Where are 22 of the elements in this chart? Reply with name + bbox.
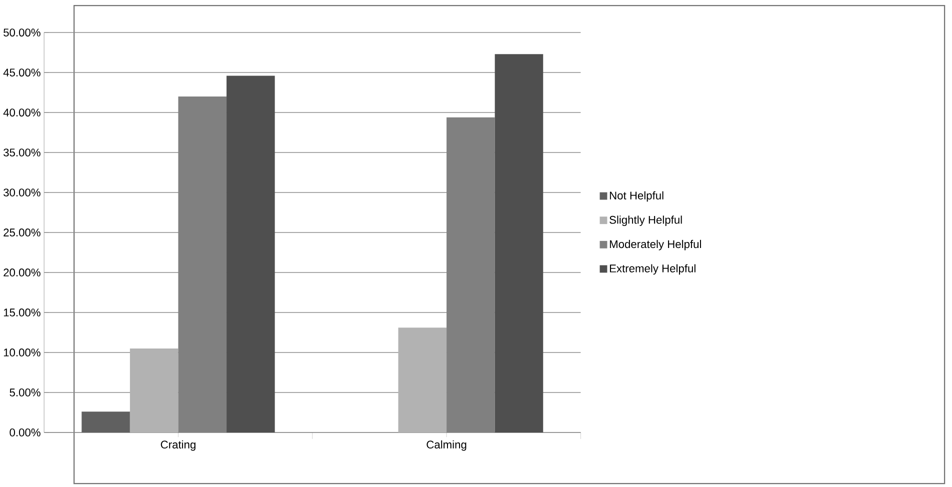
bar (494, 54, 544, 432)
y-tick-label: 25.00% (4, 228, 40, 236)
x-tick-label: Crating (160, 440, 196, 451)
legend-label: Slightly Helpful (610, 215, 682, 226)
y-tick-label: 50.00% (4, 28, 40, 36)
y-tick-label: 15.00% (4, 308, 40, 316)
bar (130, 348, 178, 432)
y-tick-label: 30.00% (4, 188, 40, 196)
y-tick-label: 20.00% (4, 268, 40, 276)
y-tick-label: 10.00% (4, 348, 40, 356)
y-tick-label: 35.00% (4, 148, 40, 156)
bar (398, 328, 447, 432)
x-tick-label: Calming (426, 440, 466, 451)
bar (226, 76, 275, 432)
legend-label: Extremely Helpful (610, 264, 696, 274)
bar (82, 411, 130, 432)
y-tick-label: 0.00% (10, 428, 40, 436)
y-tick-label: 40.00% (3, 108, 40, 116)
legend-label: Not Helpful (610, 191, 664, 202)
y-tick-label: 45.00% (3, 68, 40, 76)
y-tick-label: 5.00% (10, 388, 40, 396)
legend-label: Moderately Helpful (610, 240, 701, 250)
